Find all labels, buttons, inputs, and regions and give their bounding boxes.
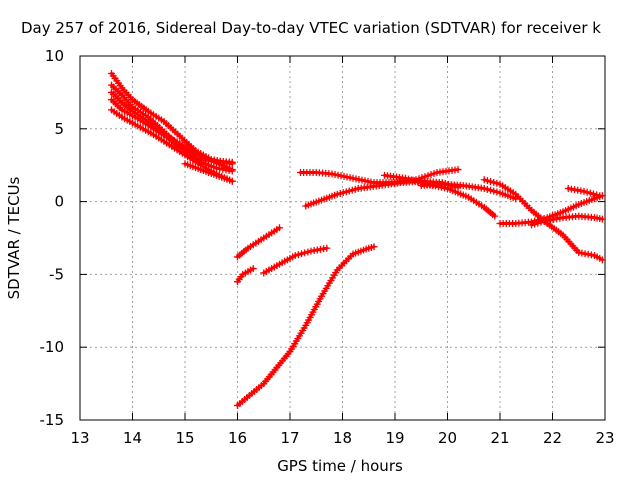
series-10 <box>234 243 378 409</box>
data-point <box>414 178 421 186</box>
data-point <box>421 173 429 181</box>
x-tick-label: 23 <box>595 429 614 447</box>
data-point <box>483 185 491 193</box>
data-point <box>291 251 299 259</box>
data-point <box>531 220 539 228</box>
data-point <box>534 219 542 227</box>
data-point <box>583 188 591 196</box>
y-tick-label: -5 <box>49 265 64 283</box>
data-point <box>586 189 594 197</box>
data-point <box>298 250 306 258</box>
series-12 <box>302 177 462 210</box>
data-point <box>336 189 344 197</box>
data-point <box>593 191 601 199</box>
data-point <box>333 190 341 198</box>
data-point <box>490 178 498 186</box>
x-tick-label: 22 <box>543 429 562 447</box>
data-marks <box>108 69 606 409</box>
x-tick-label: 14 <box>123 429 142 447</box>
data-point <box>405 175 412 183</box>
data-point <box>537 218 545 226</box>
x-tick-label: 19 <box>385 429 404 447</box>
data-point <box>342 188 350 196</box>
y-tick-label: 5 <box>54 120 64 138</box>
data-point <box>228 177 236 185</box>
ticks: 13 14 15 16 17 18 19 20 21 22 23 10 5 0 -5 -10 -15 <box>40 47 615 447</box>
data-point <box>351 185 359 193</box>
data-point <box>348 186 356 194</box>
data-point <box>370 243 378 251</box>
data-point <box>228 158 236 166</box>
data-point <box>580 187 588 195</box>
data-point <box>228 167 236 175</box>
data-point <box>596 192 604 200</box>
data-point <box>427 171 435 179</box>
data-point <box>589 190 597 198</box>
data-point <box>491 212 499 220</box>
data-point <box>430 170 438 178</box>
chart-title: Day 257 of 2016, Sidereal Day-to-day VTE… <box>21 19 601 37</box>
x-tick-label: 16 <box>228 429 247 447</box>
y-tick-label: 10 <box>45 47 64 65</box>
data-point <box>424 172 432 180</box>
data-point <box>598 215 606 223</box>
data-point <box>528 221 535 229</box>
data-point <box>598 256 606 264</box>
x-tick-label: 18 <box>333 429 352 447</box>
y-tick-label: -10 <box>40 338 65 356</box>
data-point <box>487 178 495 186</box>
data-point <box>480 176 488 184</box>
y-tick-label: 0 <box>54 193 64 211</box>
x-axis-label: GPS time / hours <box>277 457 403 475</box>
data-point <box>490 187 498 195</box>
data-point <box>411 177 418 185</box>
data-point <box>540 217 548 225</box>
x-tick-label: 13 <box>70 429 89 447</box>
x-tick-label: 17 <box>280 429 299 447</box>
data-point <box>301 249 309 257</box>
x-tick-label: 20 <box>438 429 457 447</box>
data-point <box>304 248 312 256</box>
data-point <box>493 188 501 196</box>
grid <box>80 56 605 420</box>
data-point <box>339 189 347 197</box>
x-tick-label: 21 <box>490 429 509 447</box>
y-axis-label: SDTVAR / TECUs <box>5 176 23 299</box>
data-point <box>483 177 491 185</box>
series-18 <box>564 184 604 200</box>
data-point <box>480 184 488 192</box>
series-17 <box>528 212 606 229</box>
series-9 <box>260 244 331 277</box>
data-point <box>276 224 283 232</box>
series-14 <box>417 180 520 203</box>
data-point <box>345 187 353 195</box>
series-8 <box>234 265 257 286</box>
data-point <box>294 251 302 259</box>
data-point <box>487 186 495 194</box>
data-point <box>323 244 331 252</box>
data-point <box>408 176 415 184</box>
data-point <box>249 265 257 273</box>
data-point <box>493 179 501 187</box>
y-tick-label: -15 <box>40 411 65 429</box>
x-tick-label: 15 <box>175 429 194 447</box>
data-point <box>454 166 462 174</box>
series-7 <box>234 224 283 261</box>
data-point <box>402 174 409 182</box>
series-6 <box>181 160 236 185</box>
